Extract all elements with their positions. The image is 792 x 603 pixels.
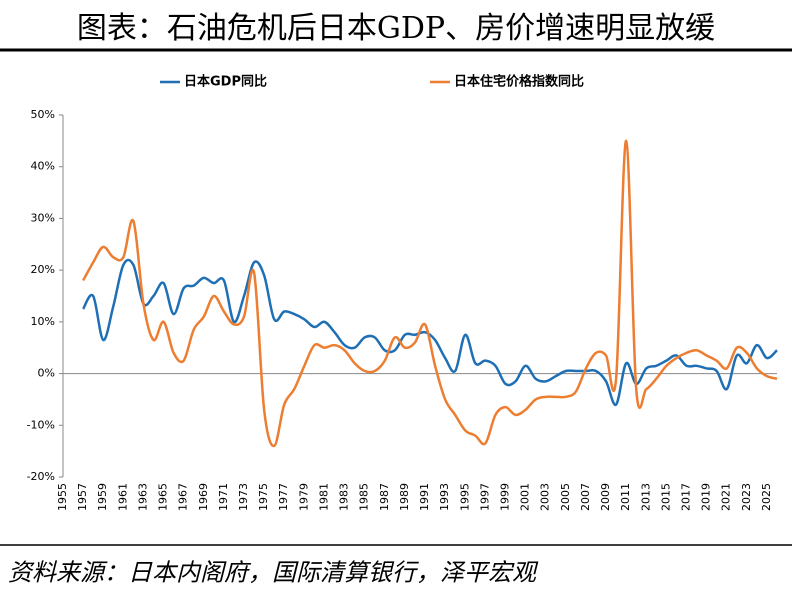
x-tick-label: 1979: [297, 483, 310, 511]
x-tick-label: 2019: [700, 483, 713, 511]
y-tick-label: -10%: [27, 418, 55, 431]
x-tick-label: 2013: [639, 483, 652, 511]
y-tick-label: 30%: [31, 211, 55, 224]
x-tick-label: 2011: [619, 483, 632, 511]
x-tick-label: 1967: [177, 483, 190, 511]
x-tick-label: 1989: [398, 483, 411, 511]
x-tick-label: 2015: [659, 483, 672, 511]
x-tick-label: 2005: [559, 483, 572, 511]
x-tick-label: 1977: [277, 483, 290, 511]
legend-label: 日本住宅价格指数同比: [454, 74, 584, 90]
x-tick-label: 2007: [579, 483, 592, 511]
x-tick-label: 2001: [519, 483, 532, 511]
x-tick-label: 2025: [760, 483, 773, 511]
x-tick-label: 2017: [679, 483, 692, 511]
x-tick-label: 1973: [237, 483, 250, 511]
x-tick-label: 1971: [217, 483, 230, 511]
x-tick-label: 1991: [418, 483, 431, 511]
series-line: [82, 139, 778, 448]
x-tick-label: 2021: [720, 483, 733, 511]
x-tick-label: 2003: [539, 483, 552, 511]
x-tick-label: 1955: [56, 483, 69, 511]
x-tick-label: 1963: [136, 483, 149, 511]
y-tick-label: 40%: [31, 160, 55, 173]
x-tick-label: 1965: [157, 483, 170, 511]
series-line: [82, 258, 778, 406]
x-tick-label: 1983: [338, 483, 351, 511]
source: 资料来源：日本内阁府，国际清算银行，泽平宏观: [8, 559, 539, 587]
x-tick-label: 1999: [498, 483, 511, 511]
chart-title: 图表：石油危机后日本GDP、房价增速明显放缓: [77, 11, 715, 46]
x-tick-label: 1975: [257, 483, 270, 511]
x-tick-label: 2023: [740, 483, 753, 511]
y-tick-label: 0%: [38, 367, 55, 380]
x-tick-label: 1993: [438, 483, 451, 511]
legend-label: 日本GDP同比: [184, 74, 267, 90]
y-tick-label: 20%: [31, 263, 55, 276]
x-tick-label: 1981: [317, 483, 330, 511]
x-tick-label: 1985: [358, 483, 371, 511]
x-tick-label: 1997: [478, 483, 491, 511]
x-tick-label: 2009: [599, 483, 612, 511]
x-tick-label: 1957: [76, 483, 89, 511]
x-tick-label: 1959: [96, 483, 109, 511]
y-tick-label: -20%: [27, 470, 55, 483]
x-tick-label: 1969: [197, 483, 210, 511]
x-tick-label: 1995: [458, 483, 471, 511]
x-tick-label: 1961: [116, 483, 129, 511]
x-tick-label: 1987: [378, 483, 391, 511]
y-tick-label: 10%: [31, 315, 55, 328]
y-tick-label: 50%: [31, 108, 55, 121]
